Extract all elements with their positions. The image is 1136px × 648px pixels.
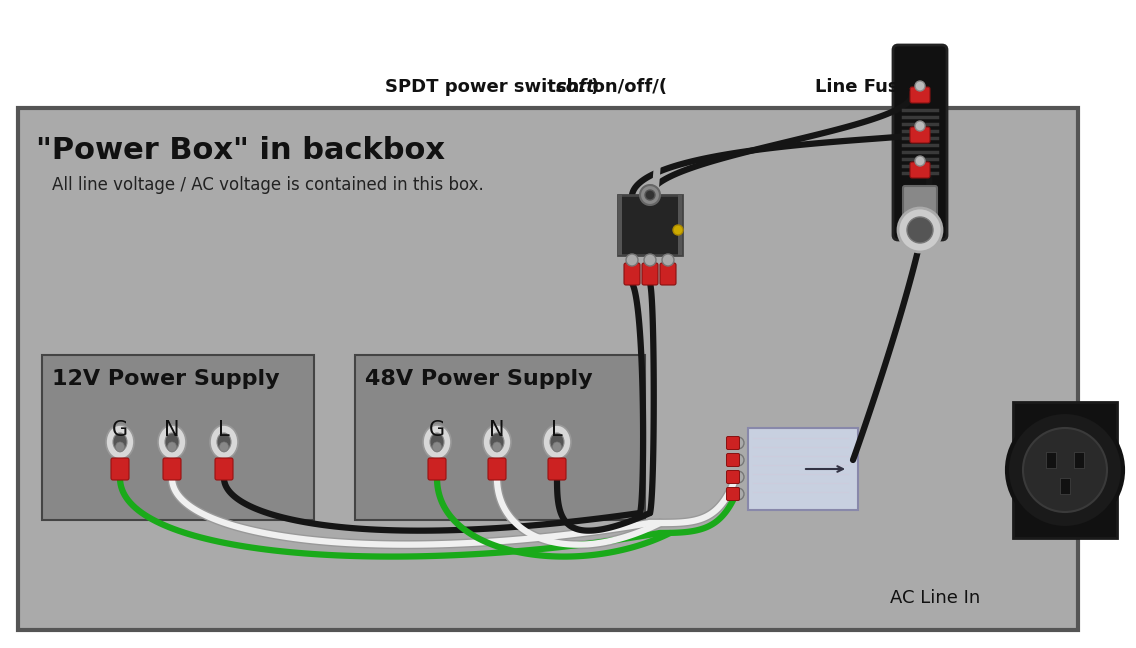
Text: "Power Box" in backbox: "Power Box" in backbox xyxy=(36,136,445,165)
FancyBboxPatch shape xyxy=(727,437,740,450)
FancyBboxPatch shape xyxy=(162,458,181,480)
Text: L: L xyxy=(551,420,562,440)
FancyBboxPatch shape xyxy=(903,186,937,220)
FancyBboxPatch shape xyxy=(727,454,740,467)
Circle shape xyxy=(1006,412,1124,528)
Bar xyxy=(1046,452,1056,468)
Text: All line voltage / AC voltage is contained in this box.: All line voltage / AC voltage is contain… xyxy=(52,176,484,194)
FancyBboxPatch shape xyxy=(111,458,130,480)
Text: N: N xyxy=(165,420,179,440)
Text: soft: soft xyxy=(556,78,595,96)
Circle shape xyxy=(907,217,933,243)
FancyBboxPatch shape xyxy=(910,87,930,103)
Ellipse shape xyxy=(210,425,239,459)
Text: G: G xyxy=(429,420,445,440)
Bar xyxy=(18,108,1078,630)
Circle shape xyxy=(1024,428,1106,512)
Bar xyxy=(1060,478,1070,494)
FancyBboxPatch shape xyxy=(727,487,740,500)
Ellipse shape xyxy=(552,442,561,452)
Ellipse shape xyxy=(483,425,511,459)
Ellipse shape xyxy=(158,425,186,459)
Circle shape xyxy=(626,254,638,266)
Text: ): ) xyxy=(591,78,600,96)
Circle shape xyxy=(662,254,674,266)
Bar xyxy=(747,428,858,510)
FancyBboxPatch shape xyxy=(910,162,930,178)
Circle shape xyxy=(914,156,925,166)
Circle shape xyxy=(673,225,683,235)
Text: 48V Power Supply: 48V Power Supply xyxy=(365,369,593,389)
FancyBboxPatch shape xyxy=(428,458,446,480)
Circle shape xyxy=(645,190,655,200)
Ellipse shape xyxy=(493,442,501,452)
Bar xyxy=(1013,402,1117,538)
Ellipse shape xyxy=(543,425,571,459)
Ellipse shape xyxy=(219,442,228,452)
Ellipse shape xyxy=(433,442,442,452)
Bar xyxy=(618,195,682,255)
Text: 12V Power Supply: 12V Power Supply xyxy=(52,369,279,389)
Text: G: G xyxy=(112,420,128,440)
Bar xyxy=(618,195,623,255)
Circle shape xyxy=(732,488,744,500)
Ellipse shape xyxy=(116,442,125,452)
Circle shape xyxy=(644,254,655,266)
Ellipse shape xyxy=(112,433,127,451)
Ellipse shape xyxy=(423,425,451,459)
Bar xyxy=(678,195,682,255)
FancyBboxPatch shape xyxy=(624,263,640,285)
Ellipse shape xyxy=(431,433,444,451)
FancyBboxPatch shape xyxy=(660,263,676,285)
Text: Line Fuse: Line Fuse xyxy=(815,78,911,96)
FancyBboxPatch shape xyxy=(488,458,506,480)
Circle shape xyxy=(897,208,942,252)
FancyBboxPatch shape xyxy=(548,458,566,480)
FancyBboxPatch shape xyxy=(215,458,233,480)
Ellipse shape xyxy=(106,425,134,459)
Bar xyxy=(1074,452,1084,468)
Ellipse shape xyxy=(490,433,504,451)
Text: AC Line In: AC Line In xyxy=(889,589,980,607)
Circle shape xyxy=(914,81,925,91)
Ellipse shape xyxy=(165,433,179,451)
Circle shape xyxy=(914,121,925,131)
FancyBboxPatch shape xyxy=(893,45,947,240)
Bar xyxy=(42,355,314,520)
Circle shape xyxy=(732,437,744,449)
FancyBboxPatch shape xyxy=(727,470,740,483)
Circle shape xyxy=(732,471,744,483)
Bar xyxy=(354,355,645,520)
Circle shape xyxy=(732,454,744,466)
Ellipse shape xyxy=(217,433,231,451)
FancyBboxPatch shape xyxy=(910,127,930,143)
Text: L: L xyxy=(218,420,229,440)
Circle shape xyxy=(640,185,660,205)
Text: SPDT power switch: on/off/(: SPDT power switch: on/off/( xyxy=(385,78,667,96)
Ellipse shape xyxy=(167,442,176,452)
FancyBboxPatch shape xyxy=(642,263,658,285)
Text: N: N xyxy=(490,420,504,440)
Ellipse shape xyxy=(550,433,563,451)
